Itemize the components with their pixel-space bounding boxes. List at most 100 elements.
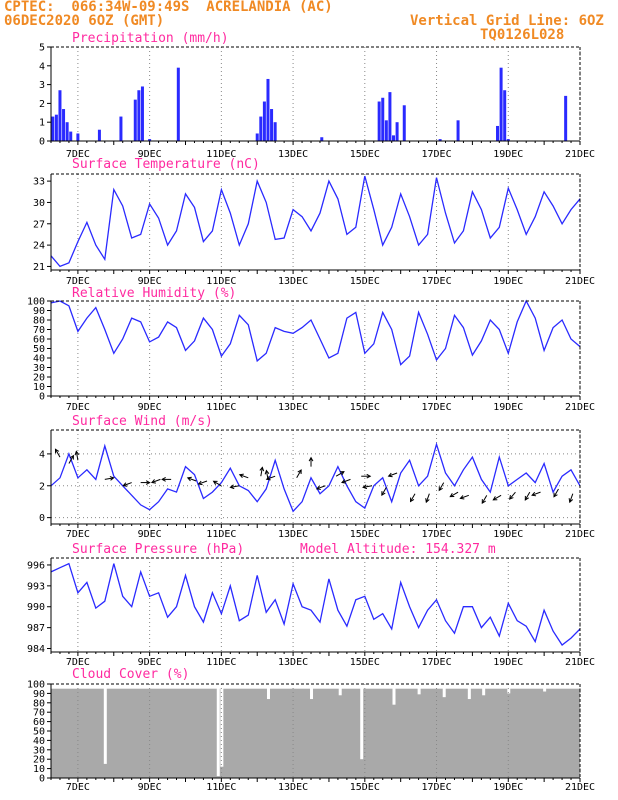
wind-arrow-head bbox=[74, 450, 80, 456]
x-tick-label: 9DEC bbox=[138, 402, 162, 413]
wind-arrow-head bbox=[425, 498, 430, 504]
wind-arrow bbox=[438, 482, 445, 492]
precip-bar bbox=[133, 99, 137, 141]
wind-arrow-shaft bbox=[425, 493, 430, 503]
precip-bar bbox=[499, 67, 503, 141]
x-tick-label: 11DEC bbox=[206, 402, 236, 413]
panel-4: Surface Pressure (hPa) Model Altitude: 15… bbox=[27, 542, 595, 668]
panel-title: Surface Temperature (nC) bbox=[72, 157, 260, 172]
wind-arrow-head bbox=[531, 491, 537, 497]
x-tick-label: 7DEC bbox=[66, 657, 90, 668]
x-tick-label: 21DEC bbox=[565, 402, 595, 413]
wind-arrow bbox=[481, 495, 488, 505]
series-line bbox=[50, 175, 581, 268]
wind-arrow-head bbox=[315, 485, 321, 490]
cloud-cover-dip bbox=[216, 687, 220, 777]
precip-bar bbox=[506, 139, 510, 141]
precip-bar bbox=[320, 137, 324, 141]
precip-bar bbox=[97, 129, 101, 141]
y-tick-label: 996 bbox=[27, 560, 45, 571]
cloud-cover-area bbox=[51, 688, 580, 778]
precip-bar bbox=[255, 133, 259, 141]
y-tick-label: 10 bbox=[33, 764, 45, 775]
wind-arrow-head bbox=[122, 482, 128, 487]
panel-title: Cloud Cover (%) bbox=[72, 667, 189, 682]
wind-arrow-shaft bbox=[75, 451, 79, 461]
panel-annotation: Model Altitude: 154.327 m bbox=[300, 542, 496, 557]
wind-arrow bbox=[553, 488, 559, 498]
wind-arrow-shaft bbox=[187, 477, 197, 482]
wind-arrow-head bbox=[341, 479, 347, 484]
wind-arrow-head bbox=[197, 480, 203, 486]
wind-arrow-shaft bbox=[316, 485, 326, 490]
wind-arrow bbox=[381, 487, 387, 497]
x-tick-label: 17DEC bbox=[421, 402, 451, 413]
wind-arrow bbox=[425, 493, 430, 504]
x-tick-label: 19DEC bbox=[493, 276, 523, 287]
wind-arrow-shaft bbox=[213, 480, 222, 487]
x-tick-label: 9DEC bbox=[138, 782, 162, 793]
precip-bar bbox=[176, 67, 180, 141]
precip-bar bbox=[503, 90, 507, 141]
precip-bar bbox=[148, 139, 152, 141]
x-tick-label: 19DEC bbox=[493, 657, 523, 668]
panel-0: Precipitation (mm/h) 0 1 2 3 4 5 7DEC 9DEC 11DEC 1… bbox=[39, 31, 595, 160]
wind-arrow-head bbox=[264, 469, 270, 475]
wind-arrow-head bbox=[297, 469, 302, 475]
wind-arrow-shaft bbox=[151, 478, 161, 483]
wind-arrow-head bbox=[366, 473, 372, 479]
wind-arrow-shaft bbox=[239, 474, 249, 479]
x-tick-label: 7DEC bbox=[66, 402, 90, 413]
y-tick-label: 70 bbox=[33, 708, 45, 719]
wind-arrow bbox=[122, 482, 132, 487]
x-tick-label: 19DEC bbox=[493, 149, 523, 160]
wind-arrow-shaft bbox=[388, 472, 398, 477]
wind-arrow-head bbox=[259, 466, 265, 472]
y-tick-label: 3 bbox=[39, 80, 45, 91]
cloud-cover-dip bbox=[103, 687, 107, 764]
wind-arrow-head bbox=[265, 475, 271, 481]
x-tick-label: 13DEC bbox=[278, 402, 308, 413]
cloud-cover-dip bbox=[266, 687, 270, 700]
wind-arrow bbox=[362, 484, 373, 490]
x-tick-label: 17DEC bbox=[421, 782, 451, 793]
y-tick-label: 50 bbox=[33, 727, 45, 738]
wind-arrow-shaft bbox=[55, 449, 61, 458]
wind-arrow-shaft bbox=[104, 477, 114, 480]
x-tick-label: 13DEC bbox=[278, 529, 308, 540]
wind-arrow-head bbox=[524, 495, 529, 501]
wind-arrow bbox=[335, 471, 345, 477]
wind-arrow bbox=[568, 493, 574, 504]
x-tick-label: 15DEC bbox=[350, 782, 380, 793]
precip-bar bbox=[564, 95, 568, 141]
wind-arrow bbox=[238, 473, 249, 479]
precip-bar bbox=[438, 139, 442, 141]
y-tick-label: 987 bbox=[27, 623, 45, 634]
precip-bar bbox=[377, 101, 381, 141]
wind-arrow bbox=[186, 476, 197, 482]
x-tick-label: 13DEC bbox=[278, 657, 308, 668]
precip-bar bbox=[273, 122, 277, 141]
wind-arrow-shaft bbox=[266, 475, 276, 480]
y-tick-label: 80 bbox=[33, 316, 45, 327]
x-tick-label: 17DEC bbox=[421, 529, 451, 540]
wind-arrow-shaft bbox=[553, 488, 559, 497]
cloud-cover-dip bbox=[543, 687, 547, 692]
wind-arrow-shaft bbox=[335, 471, 345, 477]
x-tick-label: 21DEC bbox=[565, 529, 595, 540]
x-tick-label: 15DEC bbox=[350, 276, 380, 287]
precip-bar bbox=[381, 97, 385, 141]
wind-arrow-head bbox=[459, 495, 465, 500]
precip-bar bbox=[270, 109, 274, 141]
precip-bar bbox=[266, 78, 270, 141]
wind-arrow bbox=[508, 491, 516, 500]
header-station-line: CPTEC: 066:34W-09:49S ACRELANDIA (AC) bbox=[4, 0, 333, 15]
series-line bbox=[50, 442, 581, 513]
wind-arrow-head bbox=[438, 486, 443, 492]
wind-arrow-head bbox=[449, 492, 455, 498]
panel-title: Surface Wind (m/s) bbox=[72, 414, 213, 429]
wind-arrow bbox=[361, 473, 372, 479]
cloud-cover-dip bbox=[417, 687, 421, 695]
x-tick-label: 15DEC bbox=[350, 529, 380, 540]
wind-arrow-head bbox=[481, 499, 486, 505]
